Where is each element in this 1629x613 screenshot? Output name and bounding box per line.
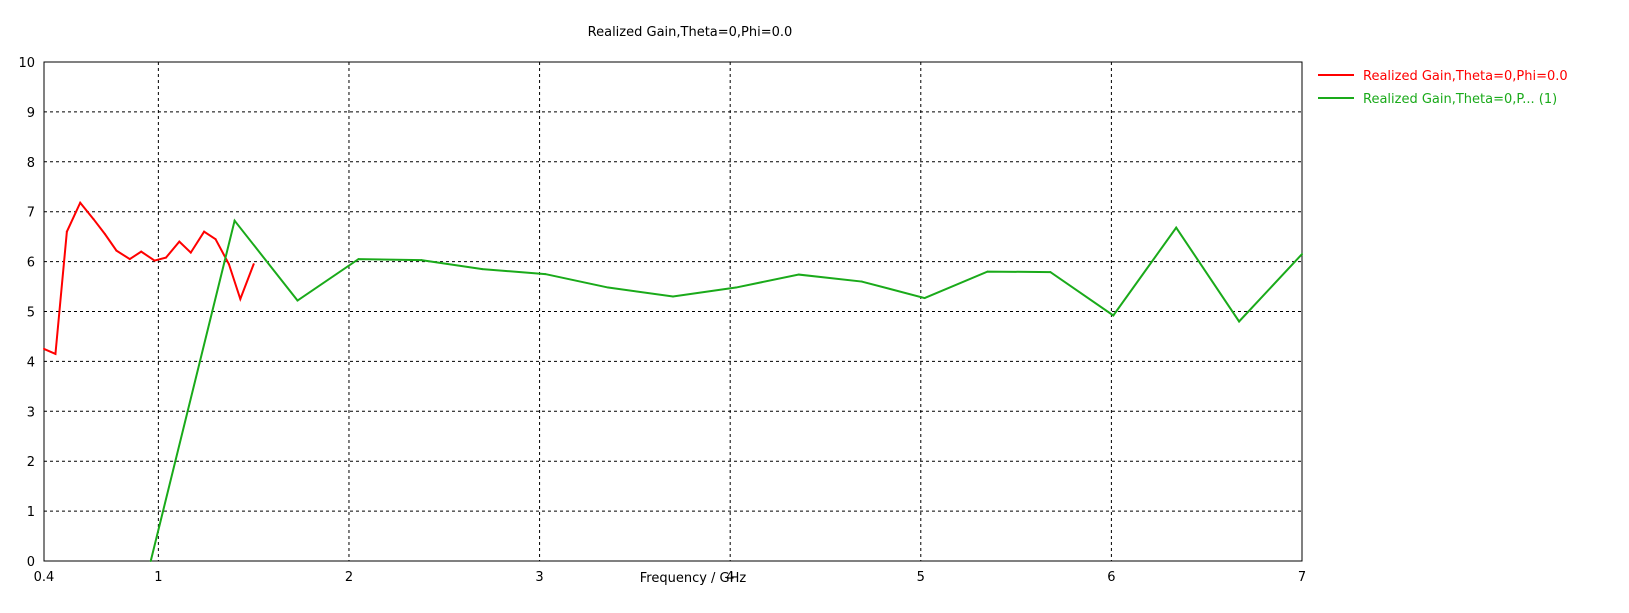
data-point-series-1 [227, 263, 230, 266]
data-point-series-1 [239, 298, 242, 301]
data-point-series-2 [296, 299, 299, 302]
legend: Realized Gain,Theta=0,Phi=0.0 Realized Ga… [1318, 69, 1568, 107]
y-tick-label: 1 [27, 505, 35, 520]
data-point-series-2 [1175, 226, 1178, 229]
y-tick-label: 10 [18, 56, 35, 71]
data-point-series-2 [1049, 271, 1052, 274]
data-point-series-2 [149, 560, 152, 562]
series-line-2 [149, 218, 1303, 562]
y-tick-label: 9 [27, 106, 35, 121]
grid [44, 62, 1302, 561]
data-point-series-1 [178, 240, 181, 243]
x-axis-label: Frequency / GHz [640, 571, 747, 586]
y-tick-label: 3 [27, 405, 35, 420]
data-point-series-1 [92, 218, 95, 221]
data-point-series-1 [115, 249, 118, 252]
axes: 0.4 1 2 3 4 5 6 7 0 1 2 3 4 5 6 7 8 9 10 [18, 56, 1306, 585]
x-tick-label: 6 [1107, 570, 1115, 585]
data-point-series-1 [43, 347, 45, 350]
data-point-series-2 [986, 270, 989, 273]
x-tick-label: 2 [345, 570, 353, 585]
plot-frame [43, 61, 1303, 562]
y-tick-label: 6 [27, 256, 35, 271]
x-tick-label: 0.4 [34, 570, 55, 585]
chart-title: Realized Gain,Theta=0,Phi=0.0 [588, 25, 793, 40]
data-point-series-1 [203, 230, 206, 233]
data-point-series-2 [357, 258, 360, 261]
data-point-series-1 [153, 259, 156, 262]
series-line-1 [43, 200, 255, 356]
data-point-series-2 [860, 280, 863, 283]
data-point-series-1 [214, 238, 217, 241]
x-tick-label: 3 [535, 570, 543, 585]
data-point-series-2 [1112, 314, 1115, 317]
data-point-series-1 [252, 263, 255, 266]
data-point-series-1 [54, 352, 57, 355]
y-tick-label: 5 [27, 306, 35, 321]
data-point-series-1 [140, 250, 143, 253]
data-point-series-1 [189, 251, 192, 254]
data-point-series-2 [734, 286, 737, 289]
data-point-series-2 [544, 273, 547, 276]
x-tick-label: 4 [726, 570, 734, 585]
data-point-series-2 [233, 219, 236, 222]
x-tick-label: 1 [154, 570, 162, 585]
y-tick-label: 0 [27, 555, 35, 570]
data-point-series-2 [923, 297, 926, 300]
legend-label-2: Realized Gain,Theta=0,P... (1) [1363, 92, 1557, 107]
y-tick-label: 2 [27, 455, 35, 470]
x-tick-label: 7 [1298, 570, 1306, 585]
data-point-series-2 [607, 286, 610, 289]
y-tick-label: 4 [27, 355, 35, 370]
x-tick-label: 5 [917, 570, 925, 585]
data-point-series-2 [1238, 320, 1241, 323]
y-tick-label: 8 [27, 156, 35, 171]
data-point-series-1 [79, 201, 82, 204]
data-point-series-1 [128, 258, 131, 261]
plot-area [43, 200, 1303, 562]
legend-label-1: Realized Gain,Theta=0,Phi=0.0 [1363, 69, 1568, 84]
data-point-series-2 [420, 259, 423, 262]
data-point-series-2 [481, 268, 484, 271]
data-point-series-1 [164, 256, 167, 259]
data-point-series-1 [103, 233, 106, 236]
data-point-series-2 [797, 273, 800, 276]
data-point-series-1 [65, 230, 68, 233]
data-point-series-2 [1301, 253, 1303, 256]
y-tick-label: 7 [27, 206, 35, 221]
data-point-series-2 [672, 295, 674, 298]
